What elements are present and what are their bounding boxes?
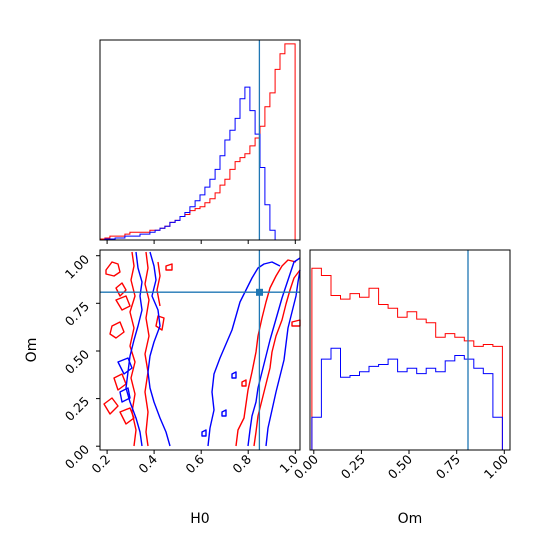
contour-red-blob [103, 397, 119, 415]
y-tick-label: 1.00 [62, 251, 92, 281]
hist-om-x-ticks [313, 450, 505, 454]
contour-red-right-boundary [253, 269, 301, 447]
contour-x-ticks [106, 450, 296, 454]
contour-blue-series [117, 251, 301, 447]
truth-marker [256, 288, 263, 296]
x-tick-label: 0.50 [385, 451, 415, 481]
contour-y-ticks [96, 255, 100, 447]
x-tick-label: 0.75 [433, 452, 463, 482]
contour-blue-right-boundary [265, 269, 301, 447]
contour-panel: 0.2 0.4 0.6 0.8 1.0 0.00 0.25 0.50 0.75 … [24, 249, 301, 527]
truth-lines-contour [100, 250, 300, 450]
contour-red-blob [241, 379, 247, 387]
hist-h0-ticks [106, 240, 296, 244]
hist-om-series [311, 267, 503, 450]
contour-red-inner-strip [156, 261, 161, 307]
contour-blue-left-boundary [125, 251, 143, 447]
histogram-series-red [99, 43, 300, 241]
contour-red-series [103, 251, 301, 447]
y-tick-label: 0.50 [62, 346, 92, 376]
contour-blue-blob [201, 429, 207, 437]
x-axis-label-h0: H0 [190, 511, 209, 527]
contour-x-tick-labels: 0.2 0.4 0.6 0.8 1.0 [88, 451, 301, 476]
contour-blue-blob [221, 409, 227, 417]
contour-red-blob [155, 315, 165, 331]
x-tick-label: 0.00 [291, 451, 321, 481]
x-tick-label: 0.8 [229, 451, 254, 476]
y-tick-label: 0.00 [62, 441, 92, 471]
hist-h0-frame [99, 39, 301, 241]
contour-red-outer-left [105, 261, 121, 277]
histogram-series-blue [100, 86, 300, 241]
x-axis-label-om: Om [398, 511, 423, 527]
x-tick-label: 0.25 [338, 452, 368, 482]
contour-y-tick-labels: 0.00 0.25 0.50 0.75 1.00 [62, 251, 92, 471]
contour-red-blob [109, 321, 125, 339]
y-axis-label-om: Om [24, 338, 40, 363]
hist-om-x-tick-labels: 0.00 0.25 0.50 0.75 1.00 [291, 451, 511, 481]
contour-red-right-boundary [235, 259, 297, 447]
hist-h0-series [99, 43, 300, 241]
histogram-series-red [311, 267, 503, 450]
contour-red-inner-strip [144, 251, 150, 447]
x-tick-label: 0.2 [88, 452, 113, 477]
contour-red-blob [291, 319, 301, 327]
contour-red-blob [165, 263, 173, 271]
contour-blue-inner-strip [247, 257, 301, 447]
contour-frame [99, 249, 301, 451]
hist-om-panel: 0.00 0.25 0.50 0.75 1.00 Om [291, 249, 511, 527]
contour-red-blob [115, 282, 127, 297]
y-tick-label: 0.75 [62, 299, 92, 329]
contour-blue-blob [119, 387, 131, 403]
contour-red-inner-strip [129, 251, 137, 447]
contour-blue-right-boundary [207, 261, 281, 447]
contour-blue-left-boundary [147, 251, 171, 447]
contour-blue-blob [117, 357, 133, 375]
x-tick-label: 1.00 [481, 451, 511, 481]
y-tick-label: 0.25 [62, 394, 92, 424]
histogram-series-blue [311, 347, 503, 450]
hist-om-frame [309, 249, 511, 451]
contour-red-blob [113, 373, 127, 391]
contour-blue-blob [231, 371, 237, 379]
contour-red-blob [115, 295, 131, 311]
hist-h0-panel [99, 39, 301, 244]
x-tick-label: 0.6 [182, 451, 207, 476]
x-tick-label: 0.4 [135, 451, 160, 476]
